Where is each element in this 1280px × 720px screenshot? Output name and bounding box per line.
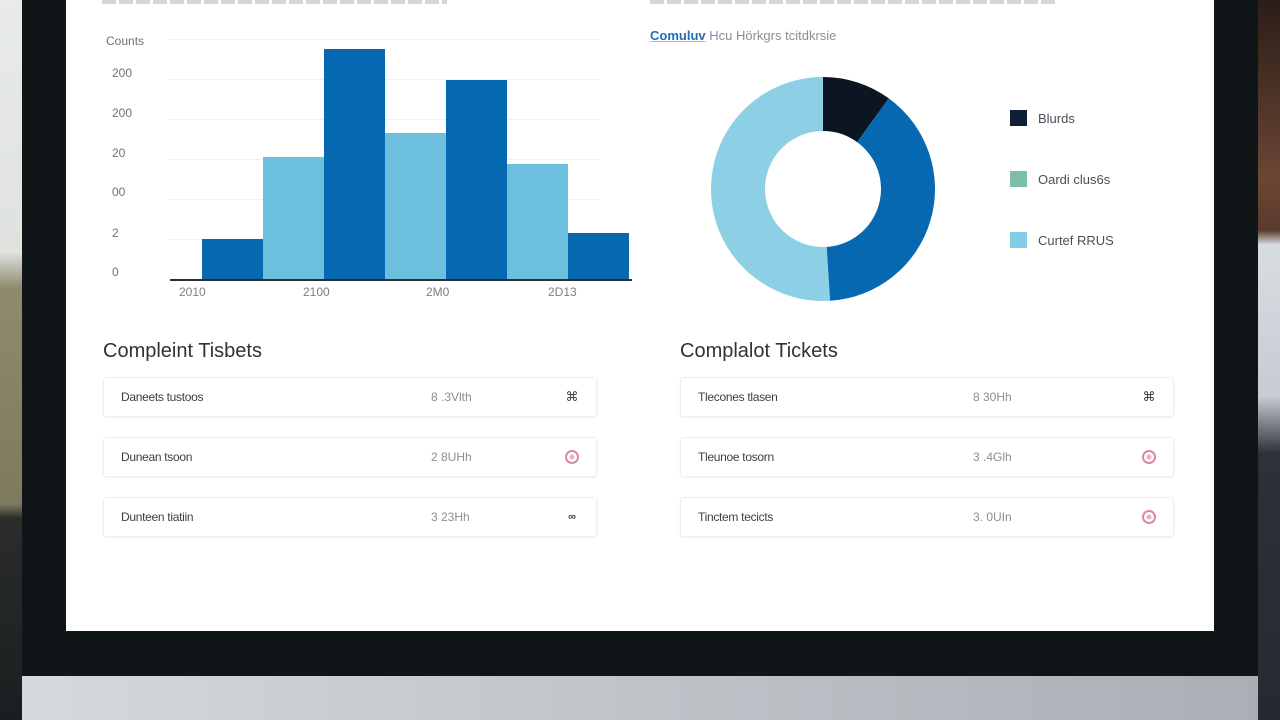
donut-slice: [823, 77, 889, 143]
legend-item: Oardi clus6s: [1010, 169, 1114, 189]
ticket-time: 2 8UHh: [431, 450, 472, 464]
ticket-row[interactable]: Tleunoe tosorn 3 .4Glh: [680, 437, 1174, 477]
grid-line: [168, 39, 598, 40]
donut-slice: [711, 77, 831, 301]
background-left: [0, 0, 26, 720]
link-icon[interactable]: ⌘: [1142, 389, 1156, 404]
legend-swatch: [1010, 232, 1027, 248]
ticket-time: 8 .3Vlth: [431, 390, 472, 404]
alert-icon[interactable]: [1141, 509, 1157, 525]
ticket-time: 3 23Hh: [431, 510, 470, 524]
section-title: Complalot Tickets: [680, 340, 838, 362]
y-tick: 2: [112, 226, 119, 240]
legend-label: Blurds: [1038, 110, 1075, 126]
ticket-row[interactable]: Daneets tustoos 8 .3Vlth ⌘: [103, 377, 597, 417]
y-tick: 0: [112, 265, 119, 279]
x-axis-line: [170, 279, 632, 281]
donut-legend: Blurds Oardi clus6s Curtef RRUS: [1010, 108, 1114, 291]
legend-swatch: [1010, 171, 1027, 187]
donut-slice: [826, 98, 935, 301]
ticket-row[interactable]: Tinctem tecicts 3. 0UIn: [680, 497, 1174, 537]
bar: [507, 163, 568, 279]
legend-item: Curtef RRUS: [1010, 230, 1114, 250]
ticket-name: Tleunoe tosorn: [698, 450, 774, 464]
legend-label: Oardi clus6s: [1038, 171, 1111, 187]
bar: [324, 48, 385, 279]
ticket-row[interactable]: Dunean tsoon 2 8UHh: [103, 437, 597, 477]
section-title: Compleint Tisbets: [103, 340, 262, 362]
y-axis-title: Counts: [106, 34, 145, 48]
ticket-name: Dunteen tiatiin: [121, 510, 194, 524]
ticket-row[interactable]: Dunteen tiatiin 3 23Hh ∞: [103, 497, 597, 537]
ticket-time: 8 30Hh: [973, 390, 1012, 404]
y-tick: 00: [112, 185, 126, 199]
x-tick: 2M0: [426, 285, 450, 299]
bar: [385, 132, 446, 279]
donut-title-text: Hcu Hörkgrs tcitdkrsie: [709, 28, 837, 43]
monitor-stand: [22, 676, 1258, 720]
bar: [263, 156, 324, 279]
link-icon[interactable]: ⌘: [565, 389, 579, 404]
bar-chart: Counts 200 200 20 00 2 0 2010 2100 2M0 2…: [102, 28, 632, 299]
y-tick: 200: [112, 66, 133, 80]
x-tick: 2D13: [548, 285, 577, 299]
donut-title-link[interactable]: Comuluv: [650, 28, 706, 43]
dashboard-screen: Counts 200 200 20 00 2 0 2010 2100 2M0 2…: [66, 0, 1214, 631]
alert-icon[interactable]: [564, 449, 580, 465]
ticket-name: Tinctem tecicts: [698, 510, 774, 524]
complaint-tickets-right: Complalot Tickets Tlecones tlasen 8 30Hh…: [680, 340, 1174, 557]
x-tick: 2010: [179, 285, 206, 299]
donut-chart: [711, 77, 935, 301]
ticket-time: 3. 0UIn: [973, 510, 1012, 524]
ticket-name: Tlecones tlasen: [698, 390, 778, 404]
link-icon[interactable]: ∞: [568, 511, 576, 523]
ticket-row[interactable]: Tlecones tlasen 8 30Hh ⌘: [680, 377, 1174, 417]
legend-label: Curtef RRUS: [1038, 232, 1114, 248]
bar: [446, 80, 507, 279]
legend-item: Blurds: [1010, 108, 1114, 128]
ticket-name: Daneets tustoos: [121, 390, 204, 404]
bar: [568, 232, 629, 279]
cropped-subtitle-left: [102, 0, 447, 4]
y-tick: 20: [112, 146, 126, 160]
alert-icon[interactable]: [1141, 449, 1157, 465]
background-right: [1256, 0, 1280, 720]
bar: [202, 239, 263, 279]
x-tick: 2100: [303, 285, 330, 299]
ticket-name: Dunean tsoon: [121, 450, 193, 464]
cropped-subtitle-right: [650, 0, 1055, 4]
bar-series: [202, 28, 632, 279]
y-tick: 200: [112, 106, 133, 120]
complaint-tickets-left: Compleint Tisbets Daneets tustoos 8 .3Vl…: [103, 340, 597, 557]
donut-chart-title: Comuluv Hcu Hörkgrs tcitdkrsie: [650, 28, 836, 43]
legend-swatch: [1010, 110, 1027, 126]
ticket-time: 3 .4Glh: [973, 450, 1012, 464]
